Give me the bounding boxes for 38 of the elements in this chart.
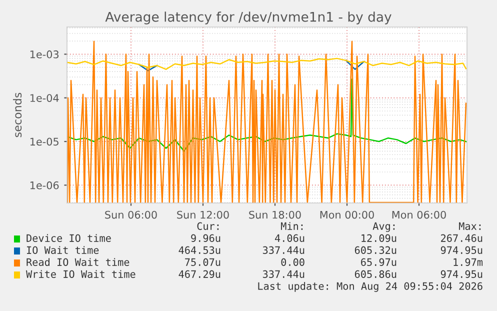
y-tick-label: 1e-04	[30, 94, 59, 102]
text: 605.86u	[354, 270, 396, 278]
text: Last update: Mon Aug 24 09:55:04 2026	[258, 282, 482, 292]
x-tick-label: Sun 06:00	[105, 210, 157, 219]
legend-label: Read IO Wait time	[26, 258, 130, 266]
text: 337.44u	[262, 246, 304, 254]
text: 605.32u	[354, 246, 396, 254]
x-tick-label: Sun 18:00	[249, 210, 301, 219]
line-series	[67, 58, 467, 70]
text: 1.97m	[454, 258, 483, 266]
legend-label: Write IO Wait time	[26, 270, 136, 278]
text: 337.44u	[262, 270, 304, 278]
text: Avg:	[372, 222, 395, 232]
text: Cur:	[197, 222, 219, 230]
text: 0.00	[281, 258, 304, 266]
text: Max:	[459, 222, 481, 230]
line-series	[67, 78, 467, 152]
x-tick-label: Mon 06:00	[392, 210, 446, 219]
text: 4.06u	[274, 234, 304, 242]
text: 12.09u	[362, 234, 396, 242]
text: 464.53u	[178, 246, 220, 254]
text: 267.46u	[441, 234, 482, 242]
legend-label: IO Wait time	[26, 246, 99, 254]
legend-label: Device IO time	[26, 234, 111, 242]
x-tick-label: Mon 00:00	[320, 210, 374, 219]
y-tick-label: 1e-05	[30, 138, 58, 146]
text: 75.07u	[185, 258, 220, 266]
text: Min:	[281, 222, 303, 230]
y-axis-title: seconds	[13, 92, 22, 138]
text: 974.95u	[440, 246, 482, 254]
x-tick-label: Sun 12:00	[177, 210, 229, 219]
text: 65.97u	[361, 258, 396, 266]
text: 9.96u	[191, 234, 220, 242]
y-tick-label: 1e-03	[30, 50, 59, 58]
text: 974.95u	[440, 270, 482, 278]
chart-title: Average latency for /dev/nvme1n1 - by day	[105, 12, 392, 24]
text: 467.29u	[178, 270, 220, 278]
y-tick-label: 1e-06	[30, 181, 59, 190]
